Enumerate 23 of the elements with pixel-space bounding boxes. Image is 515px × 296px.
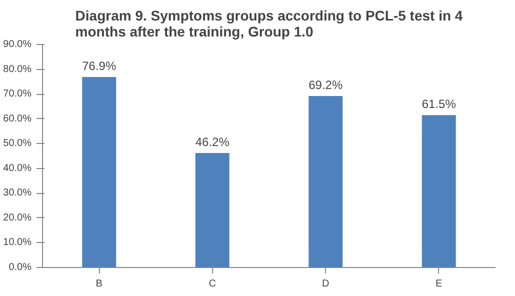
y-tick-label: 10.0% — [3, 237, 32, 248]
y-tick-label: 60.0% — [3, 113, 32, 124]
data-label: 46.2% — [195, 135, 230, 150]
y-tick-label: 40.0% — [3, 162, 32, 174]
y-tick-label: 0.0% — [8, 262, 32, 273]
x-tick-label: E — [436, 278, 443, 290]
y-tick-label: 80.0% — [3, 64, 32, 75]
y-tick-label: 90.0% — [3, 39, 32, 50]
chart-title: Diagram 9. Symptoms groups according to PCL-5 test in 4 months after the training, Group 1.0 — [75, 8, 463, 40]
bar — [422, 115, 456, 268]
data-label: 69.2% — [308, 78, 343, 92]
data-label: 61.5% — [422, 97, 456, 112]
bar — [308, 96, 343, 268]
x-tick-label: D — [322, 278, 330, 290]
y-tick-label: 50.0% — [3, 138, 32, 150]
data-label: 76.9% — [82, 58, 116, 73]
x-tick-label: B — [96, 278, 103, 290]
y-tick-label: 70.0% — [3, 88, 32, 100]
bar — [195, 153, 230, 268]
y-tick-label: 30.0% — [3, 188, 32, 199]
y-tick-label: 20.0% — [3, 212, 32, 224]
bar — [82, 76, 116, 268]
x-tick-label: C — [208, 278, 216, 290]
